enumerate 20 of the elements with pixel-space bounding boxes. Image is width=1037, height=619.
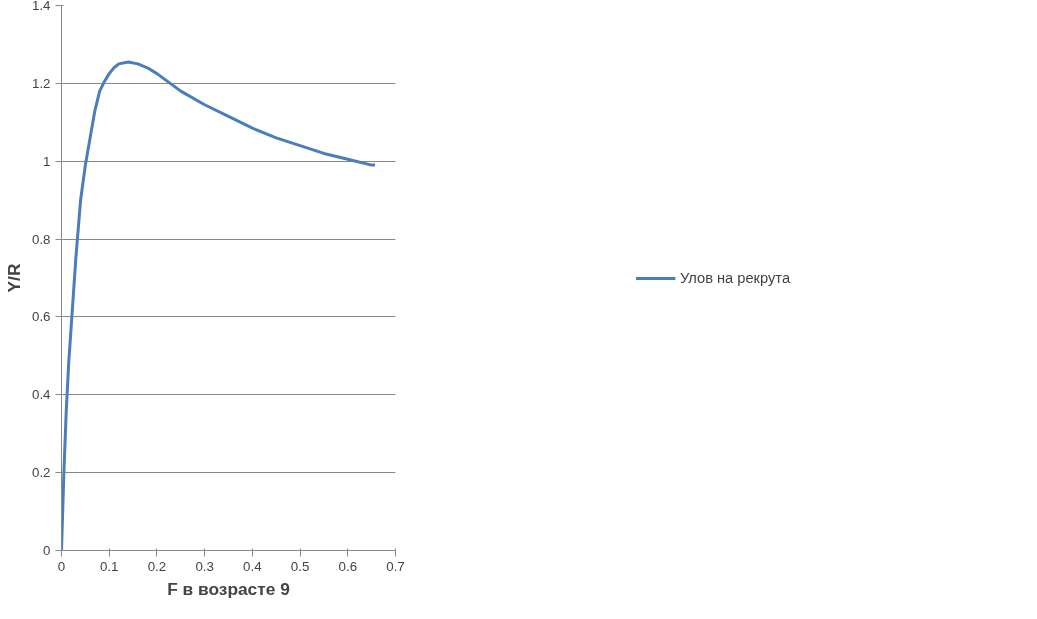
y-tick-label: 0.6 — [31, 309, 51, 325]
line-series — [61, 60, 377, 551]
legend-label: Улов на рекрута — [679, 269, 791, 286]
y-tick-label: 0.8 — [31, 231, 51, 247]
y-axis-title: Y/R — [3, 263, 24, 293]
x-tick-label: 0.5 — [290, 558, 310, 574]
y-tick-label: 0 — [43, 543, 51, 558]
y-tick-label: 0.4 — [31, 387, 52, 403]
x-tick-label: 0.1 — [99, 558, 119, 574]
y-tick-label: 0.2 — [31, 465, 51, 481]
y-tick-label: 1 — [43, 153, 51, 169]
x-axis-title: F в возрасте 9 — [167, 578, 290, 599]
x-tick-label: 0.4 — [243, 558, 263, 574]
x-tick-label: 0.3 — [195, 558, 214, 574]
x-tick-label: 0 — [57, 558, 66, 574]
x-tick-label: 0.6 — [338, 558, 358, 574]
x-tick-label: 0.2 — [147, 558, 167, 574]
y-tick-label: 1.2 — [31, 75, 51, 91]
y-tick-label: 1.4 — [31, 0, 52, 13]
x-tick-label: 0.7 — [386, 558, 405, 574]
